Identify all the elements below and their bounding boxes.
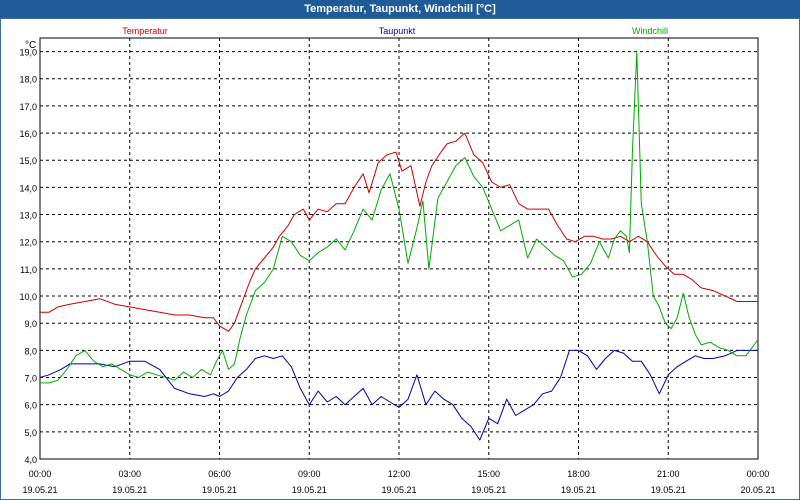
y-tick-label: 5,0: [24, 428, 37, 438]
x-tick-date: 19.05.21: [561, 485, 596, 495]
chart-title: Temperatur, Taupunkt, Windchill [°C]: [0, 0, 800, 18]
x-tick-time: 03:00: [118, 469, 141, 479]
y-tick-label: 9,0: [24, 319, 37, 329]
x-tick-date: 19.05.21: [202, 485, 237, 495]
x-tick-time: 15:00: [477, 469, 500, 479]
series-line-windchill: [40, 51, 759, 384]
legend-taupunkt: Taupunkt: [379, 26, 416, 36]
y-tick-label: 4,0: [24, 455, 37, 465]
x-tick-date: 19.05.21: [381, 485, 416, 495]
x-tick-date: 19.05.21: [112, 485, 147, 495]
y-tick-label: 13,0: [19, 211, 37, 221]
x-tick-time: 21:00: [657, 469, 680, 479]
legend-temperatur: Temperatur: [122, 26, 168, 36]
x-tick-time: 09:00: [298, 469, 321, 479]
y-tick-label: 10,0: [19, 292, 37, 302]
y-tick-label: 6,0: [24, 401, 37, 411]
y-tick-label: 11,0: [20, 265, 37, 275]
y-tick-label: 8,0: [24, 346, 37, 356]
x-tick-time: 00:00: [29, 469, 52, 479]
y-tick-label: 12,0: [19, 238, 37, 248]
y-tick-label: 7,0: [24, 374, 37, 384]
y-tick-label: 17,0: [19, 102, 37, 112]
series-line-taupunkt: [39, 349, 758, 441]
x-tick-time: 12:00: [388, 469, 411, 479]
y-axis-label: °C: [25, 40, 36, 51]
x-tick-date: 20.05.21: [740, 485, 775, 495]
y-tick-label: 15,0: [19, 156, 37, 166]
legend-windchill: Windchill: [632, 26, 668, 36]
x-tick-date: 19.05.21: [651, 485, 686, 495]
y-tick-label: 16,0: [19, 129, 37, 139]
x-tick-date: 19.05.21: [292, 485, 327, 495]
x-tick-time: 06:00: [208, 469, 231, 479]
x-tick-date: 19.05.21: [22, 485, 57, 495]
y-tick-label: 14,0: [19, 183, 37, 193]
y-tick-label: 19,0: [19, 48, 37, 58]
series-line-temperatur: [40, 132, 758, 332]
x-tick-date: 19.05.21: [471, 485, 506, 495]
y-tick-label: 18,0: [19, 75, 37, 85]
x-tick-time: 00:00: [747, 469, 770, 479]
x-tick-time: 18:00: [567, 469, 590, 479]
